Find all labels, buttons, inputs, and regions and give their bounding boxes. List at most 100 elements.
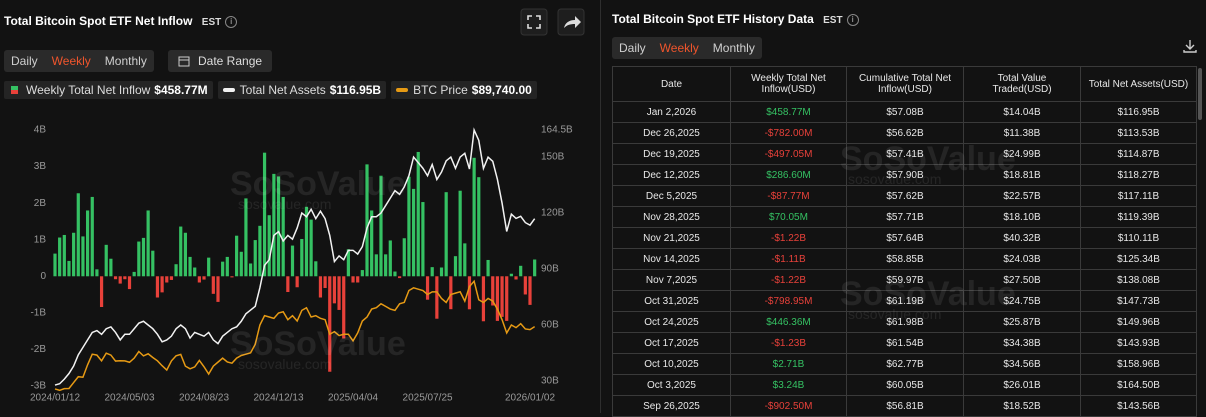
table-row: Oct 10,2025 $2.71B $62.77B $34.56B $158.96B [612,353,1197,375]
bar [165,276,169,283]
scrollbar[interactable] [1198,68,1202,120]
table-cell: $18.52B [963,395,1081,417]
table-cell: $119.39B [1080,206,1197,228]
bar [384,254,388,277]
date-range-button[interactable]: Date Range [168,50,273,72]
table-row: Sep 26,2025 -$902.50M $56.81B $18.52B $143.5… [612,395,1197,417]
bar [323,276,327,288]
tab[interactable]: Weekly [51,54,91,68]
bar [533,259,537,277]
y-tick-label: 30B [541,376,559,387]
legend-item[interactable]: Weekly Total Net Inflow $458.77M [4,81,213,99]
table-cell: $59.97B [846,269,964,291]
table-cell: $116.95B [1080,101,1197,123]
bar [174,264,178,277]
table-cell: $61.98B [846,311,964,333]
bar [435,276,439,319]
date-range-label: Date Range [198,54,263,68]
bar [318,276,323,298]
tab[interactable]: Daily [11,54,38,68]
table-row: Oct 24,2025 $446.36M $61.98B $25.87B $149.96… [612,311,1197,333]
table-row: Dec 12,2025 $286.60M $57.90B $18.81B $118.27… [612,164,1197,186]
bar [85,210,90,277]
table-row: Oct 3,2025 $3.24B $60.05B $26.01B $164.50B [612,374,1197,396]
y-tick-label: 4B [34,125,47,136]
table-cell: Sep 26,2025 [612,395,731,417]
y-tick-label: -1B [30,307,46,318]
bar [202,276,206,280]
bar [207,257,211,277]
fullscreen-icon [527,15,541,29]
bar [332,276,337,304]
table-cell: $3.24B [730,374,847,396]
download-button[interactable] [1182,38,1198,54]
bar [123,276,127,280]
divider [600,0,601,413]
x-tick-label: 2026/01/02 [505,393,555,404]
bar [337,276,341,310]
column-header: Weekly Total Net Inflow(USD) [730,66,847,102]
x-tick-label: 2025/04/04 [328,393,378,404]
tab[interactable]: Daily [619,41,646,55]
table-cell: Nov 21,2025 [612,227,731,249]
legend-label: BTC Price [413,83,468,97]
column-header: Cumulative Total Net Inflow(USD) [846,66,964,102]
bar [137,241,141,277]
table-cell: $57.08B [846,101,964,123]
bar [314,261,318,277]
tab[interactable]: Monthly [712,41,755,55]
bar [309,219,313,277]
table-cell: $114.87B [1080,143,1197,165]
legend-item[interactable]: Total Net Assets $116.95B [217,81,387,99]
bar [393,271,397,277]
bar [360,270,364,277]
bar [179,226,183,277]
legend-item[interactable]: BTC Price $89,740.00 [391,81,537,99]
table-cell: $61.19B [846,290,964,312]
table-row: Oct 31,2025 -$798.95M $61.19B $24.75B $147.7… [612,290,1197,312]
table-cell: Oct 24,2025 [612,311,731,333]
table-cell: $24.03B [963,248,1081,270]
bar [295,276,299,288]
legend-value: $458.77M [154,83,208,97]
timezone[interactable]: EST [201,17,222,28]
bar [169,276,174,280]
bar [449,276,453,310]
table-cell: $18.10B [963,206,1081,228]
legend-value: $89,740.00 [471,83,532,97]
download-icon [1183,40,1197,53]
table-cell: $286.60M [730,164,847,186]
table-cell: $26.01B [963,374,1081,396]
bar [104,244,108,277]
tab[interactable]: Monthly [104,54,147,68]
table-cell: -$1.23B [730,332,847,354]
tab[interactable]: Weekly [659,41,699,55]
bar [290,245,295,277]
table-cell: $147.73B [1080,290,1197,312]
table-cell: $24.75B [963,290,1081,312]
bar [486,259,490,277]
table-row: Nov 28,2025 $70.05M $57.71B $18.10B $119.39B [612,206,1197,228]
legend: Weekly Total Net Inflow $458.77M Total Net… [4,81,537,99]
table-cell: Nov 7,2025 [612,269,731,291]
bar [239,251,243,277]
bar [374,254,378,277]
y-tick-label: 0 [40,271,46,282]
bar [258,225,262,277]
info-icon[interactable]: i [846,13,859,26]
table-cell: $458.77M [730,101,847,123]
share-icon [564,16,581,28]
bar [402,238,406,277]
bar [81,236,85,277]
table-cell: $446.36M [730,311,847,333]
table-cell: $2.71B [730,353,847,375]
bar [127,276,132,290]
info-icon[interactable]: i [225,15,238,28]
bar [453,256,458,277]
timezone[interactable]: EST [823,15,843,26]
bar [346,249,350,277]
bar [505,276,509,321]
chart: 4B 3B 2B 1B 0 -1B -2B -3B 164.5B 150B 120B 90B 60B 30… [30,125,573,404]
x-tick-label: 2024/01/12 [30,393,80,404]
bar [421,202,425,277]
